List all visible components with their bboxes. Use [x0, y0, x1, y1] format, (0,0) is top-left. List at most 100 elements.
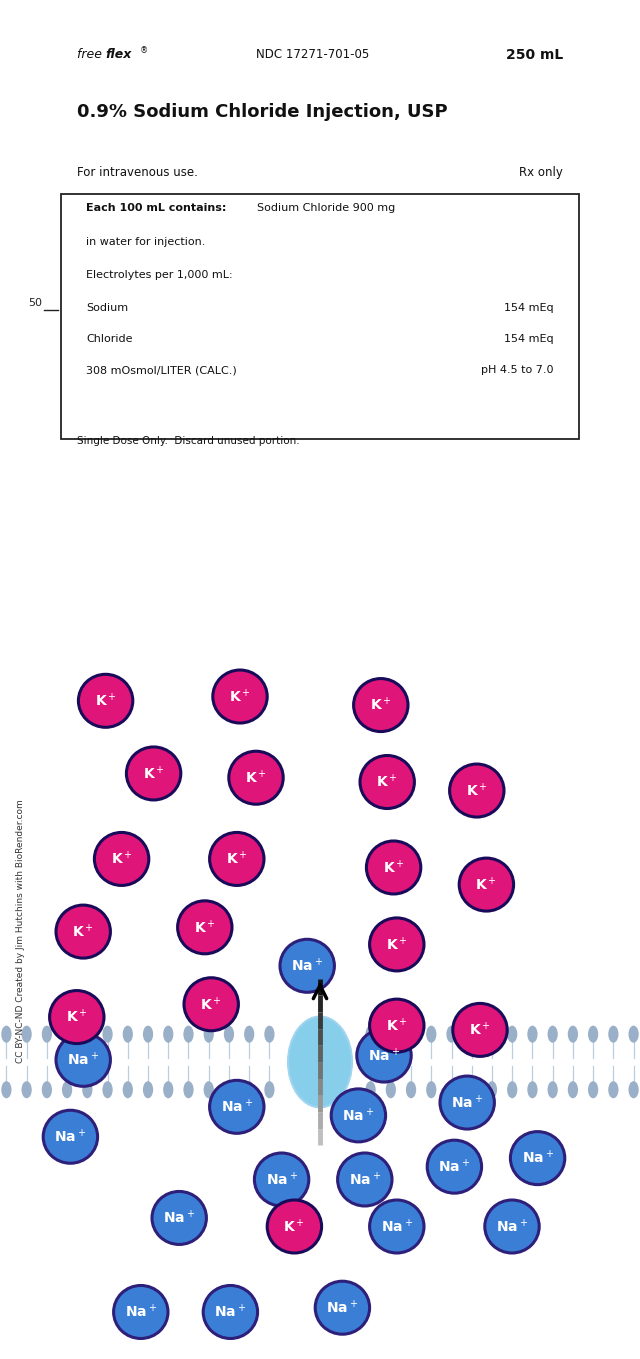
Text: K$^+$: K$^+$ — [200, 996, 222, 1012]
Text: 154 mEq: 154 mEq — [504, 303, 554, 313]
Ellipse shape — [255, 1152, 309, 1205]
Ellipse shape — [264, 1026, 275, 1042]
Ellipse shape — [114, 1286, 168, 1339]
Ellipse shape — [406, 1026, 416, 1042]
Text: Na$^+$: Na$^+$ — [368, 1046, 400, 1064]
Text: Na$^+$: Na$^+$ — [342, 1106, 374, 1124]
Ellipse shape — [22, 1082, 32, 1098]
Ellipse shape — [440, 1076, 494, 1129]
Text: NDC 17271-701-05: NDC 17271-701-05 — [256, 48, 369, 61]
Ellipse shape — [102, 1026, 113, 1042]
Ellipse shape — [50, 991, 104, 1044]
Ellipse shape — [365, 1026, 376, 1042]
Ellipse shape — [56, 1033, 111, 1086]
Ellipse shape — [152, 1192, 207, 1245]
Text: K$^+$: K$^+$ — [370, 696, 392, 713]
Ellipse shape — [370, 1200, 424, 1253]
Ellipse shape — [127, 747, 181, 800]
Ellipse shape — [123, 1026, 133, 1042]
Text: K$^+$: K$^+$ — [469, 1021, 491, 1038]
Ellipse shape — [264, 1082, 275, 1098]
Text: K$^+$: K$^+$ — [383, 859, 404, 877]
Text: K$^+$: K$^+$ — [245, 769, 267, 787]
Ellipse shape — [82, 1082, 92, 1098]
Text: Na$^+$: Na$^+$ — [349, 1171, 381, 1188]
Ellipse shape — [178, 901, 232, 954]
Ellipse shape — [210, 833, 264, 886]
Ellipse shape — [467, 1082, 477, 1098]
Text: K$^+$: K$^+$ — [466, 781, 488, 799]
Text: Na$^+$: Na$^+$ — [163, 1210, 195, 1227]
Text: K$^+$: K$^+$ — [66, 1008, 88, 1026]
Ellipse shape — [460, 858, 514, 911]
Ellipse shape — [446, 1026, 456, 1042]
Text: Na$^+$: Na$^+$ — [54, 1128, 86, 1146]
Text: Single Dose Only.  Discard unused portion.: Single Dose Only. Discard unused portion… — [77, 436, 300, 446]
Ellipse shape — [102, 1082, 113, 1098]
Ellipse shape — [487, 1026, 497, 1042]
Ellipse shape — [143, 1082, 153, 1098]
Ellipse shape — [428, 1140, 481, 1193]
Text: K$^+$: K$^+$ — [386, 936, 408, 953]
Ellipse shape — [367, 841, 421, 894]
Ellipse shape — [426, 1026, 436, 1042]
Text: K$^+$: K$^+$ — [376, 773, 398, 791]
Ellipse shape — [370, 999, 424, 1052]
Ellipse shape — [370, 917, 424, 970]
Text: Each 100 mL contains:: Each 100 mL contains: — [86, 202, 227, 213]
Ellipse shape — [212, 670, 268, 723]
Text: K$^+$: K$^+$ — [143, 765, 164, 781]
Ellipse shape — [338, 1152, 392, 1205]
Ellipse shape — [527, 1082, 538, 1098]
Ellipse shape — [485, 1200, 540, 1253]
Ellipse shape — [467, 1026, 477, 1042]
Ellipse shape — [1, 1026, 12, 1042]
Text: Na$^+$: Na$^+$ — [67, 1051, 99, 1068]
Text: Na$^+$: Na$^+$ — [451, 1094, 483, 1112]
Text: Sodium: Sodium — [86, 303, 129, 313]
Ellipse shape — [123, 1082, 133, 1098]
Ellipse shape — [608, 1026, 618, 1042]
Text: K$^+$: K$^+$ — [226, 851, 248, 867]
Ellipse shape — [527, 1026, 538, 1042]
Ellipse shape — [426, 1082, 436, 1098]
Ellipse shape — [332, 1089, 385, 1142]
Ellipse shape — [628, 1026, 639, 1042]
Ellipse shape — [568, 1026, 578, 1042]
Ellipse shape — [44, 1110, 98, 1163]
Ellipse shape — [316, 1282, 370, 1335]
Ellipse shape — [608, 1082, 618, 1098]
Ellipse shape — [95, 833, 149, 886]
Ellipse shape — [163, 1082, 173, 1098]
Text: Na$^+$: Na$^+$ — [221, 1098, 253, 1116]
Text: ®: ® — [140, 46, 148, 56]
Text: K$^+$: K$^+$ — [95, 692, 116, 709]
Ellipse shape — [1, 1082, 12, 1098]
Ellipse shape — [360, 756, 415, 809]
Ellipse shape — [56, 905, 111, 958]
Ellipse shape — [42, 1026, 52, 1042]
Text: Na$^+$: Na$^+$ — [326, 1299, 358, 1317]
Ellipse shape — [628, 1082, 639, 1098]
Text: Chloride: Chloride — [86, 334, 133, 344]
Text: K$^+$: K$^+$ — [72, 923, 94, 940]
Ellipse shape — [453, 1003, 507, 1056]
Text: K$^+$: K$^+$ — [194, 919, 216, 936]
Ellipse shape — [353, 678, 408, 731]
Ellipse shape — [588, 1082, 598, 1098]
Ellipse shape — [224, 1082, 234, 1098]
Ellipse shape — [210, 1080, 264, 1133]
Ellipse shape — [548, 1082, 558, 1098]
Ellipse shape — [62, 1026, 72, 1042]
Ellipse shape — [62, 1082, 72, 1098]
Ellipse shape — [204, 1026, 214, 1042]
Text: 0.9% Sodium Chloride Injection, USP: 0.9% Sodium Chloride Injection, USP — [77, 103, 447, 121]
Text: Electrolytes per 1,000 mL:: Electrolytes per 1,000 mL: — [86, 269, 233, 280]
Ellipse shape — [548, 1026, 558, 1042]
Ellipse shape — [82, 1026, 92, 1042]
Text: Rx only: Rx only — [519, 166, 563, 179]
Ellipse shape — [244, 1026, 254, 1042]
Text: Na$^+$: Na$^+$ — [214, 1303, 246, 1321]
Text: 50: 50 — [28, 298, 42, 307]
Ellipse shape — [386, 1026, 396, 1042]
